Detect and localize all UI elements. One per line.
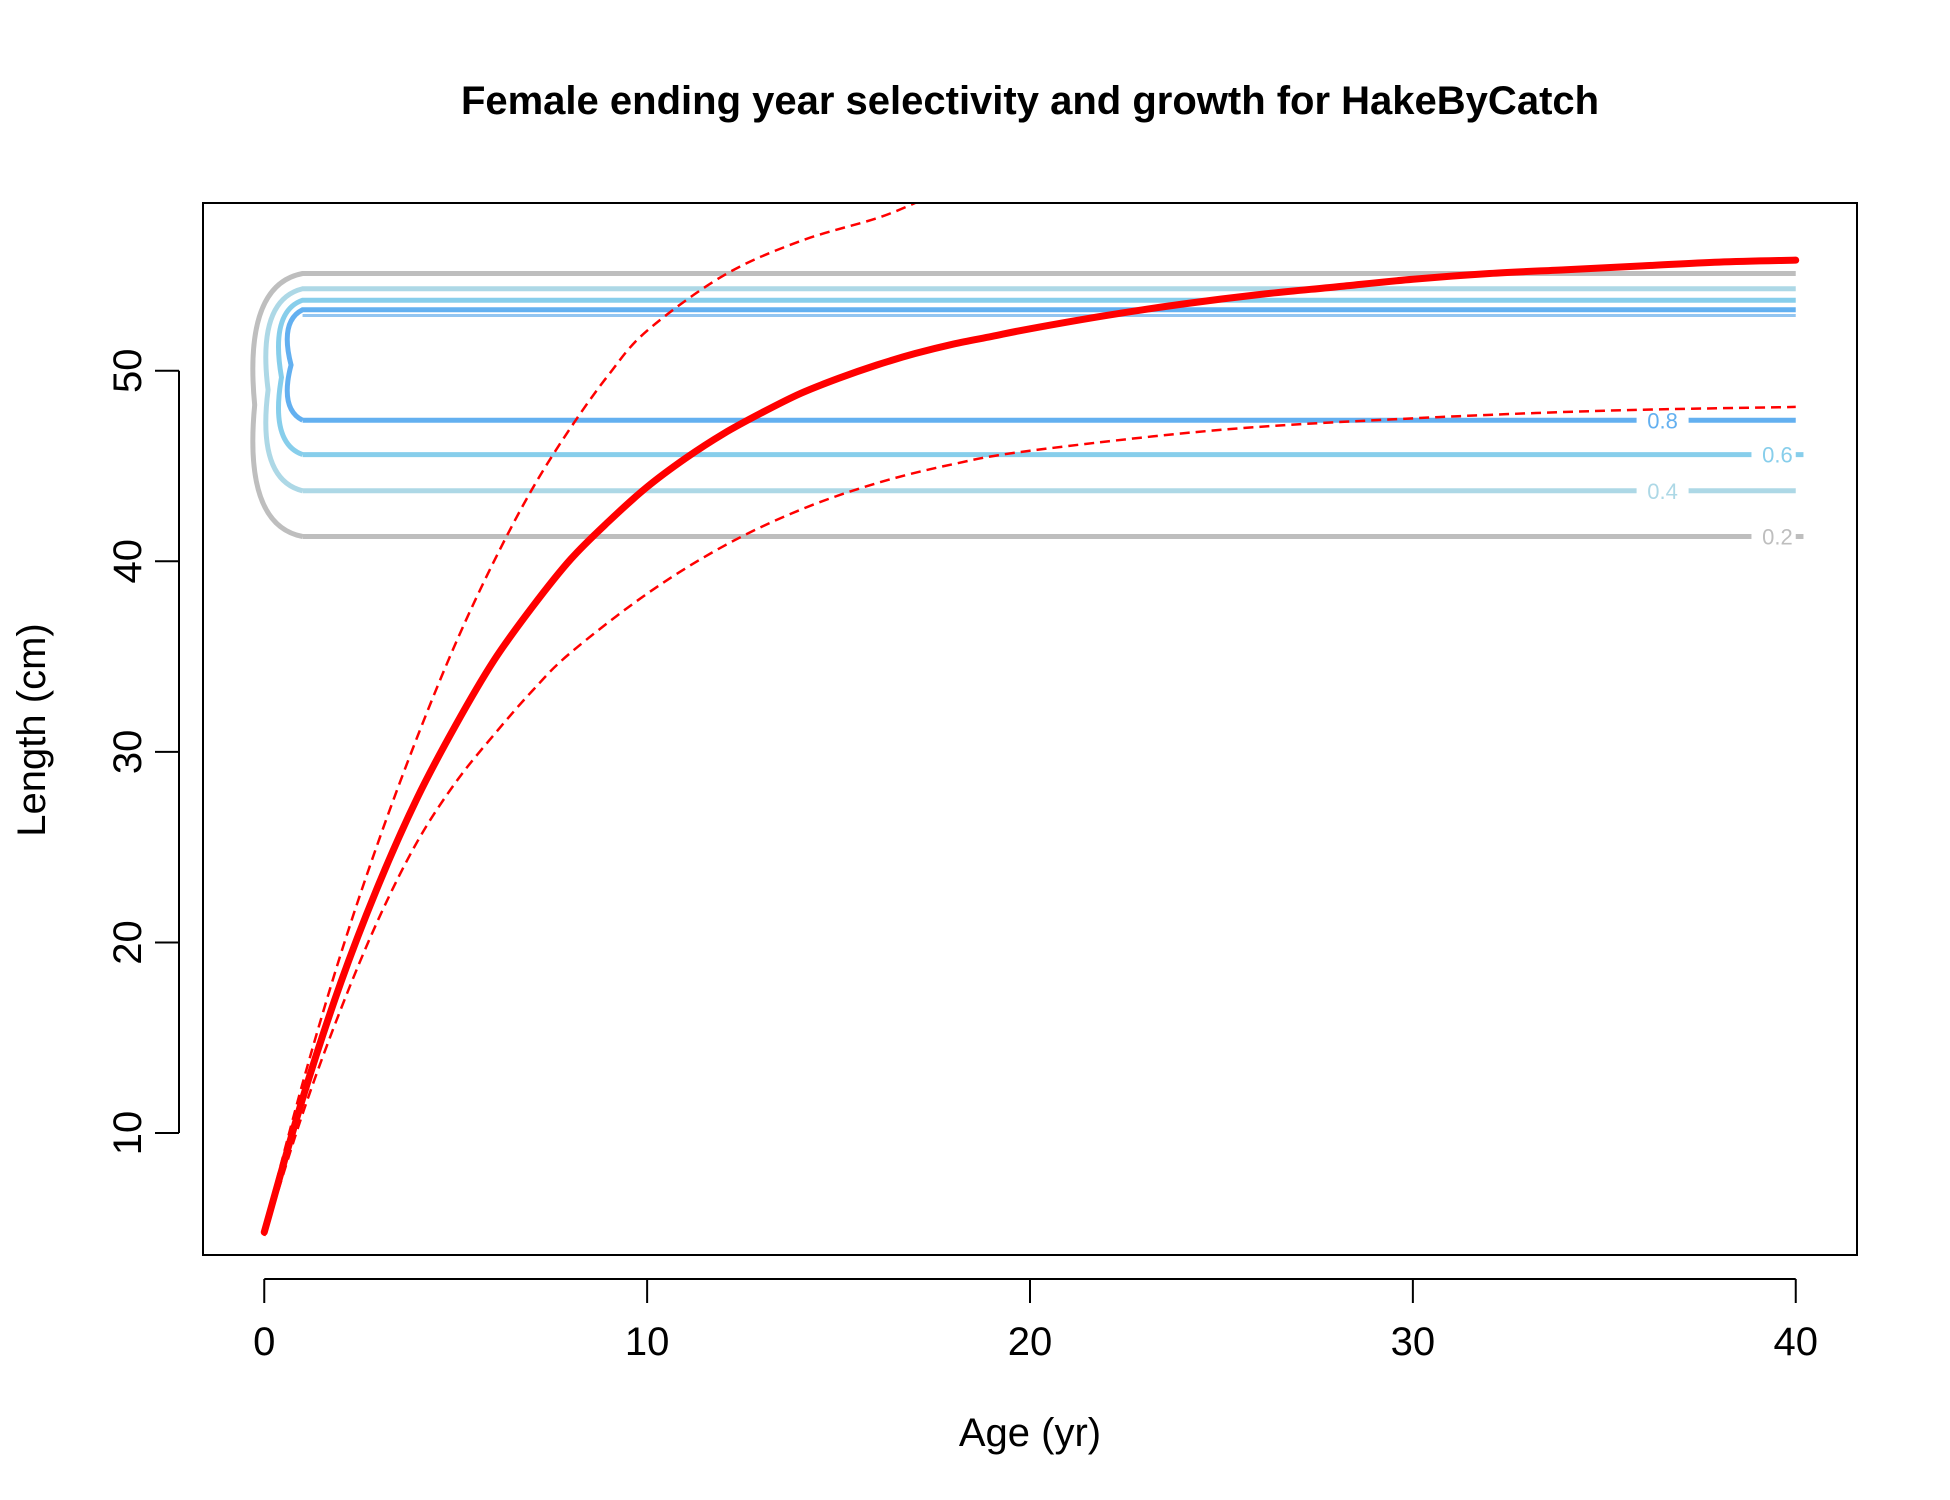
x-tick-label: 20 <box>1008 1320 1053 1364</box>
contour-label: 0.8 <box>1647 408 1678 433</box>
y-tick-label: 10 <box>106 1111 150 1156</box>
x-tick-label: 0 <box>253 1320 275 1364</box>
contour-label: 0.4 <box>1647 479 1678 504</box>
contour-0-4-line <box>263 286 1796 494</box>
y-axis: 10 20 30 40 50 <box>106 348 180 1156</box>
x-tick-label: 10 <box>625 1320 670 1364</box>
y-tick-label: 20 <box>106 920 150 965</box>
plot-frame <box>202 202 1858 1256</box>
x-tick-label: 30 <box>1391 1320 1436 1364</box>
x-tick-label: 40 <box>1773 1320 1818 1364</box>
y-tick-label: 40 <box>106 539 150 584</box>
x-axis: 0 10 20 30 40 <box>253 1278 1818 1364</box>
selectivity-contours: 0.2 0.4 0.6 0.8 <box>250 271 1804 550</box>
growth-curves <box>260 203 1800 1237</box>
contour-0-6-line <box>276 297 1796 457</box>
y-axis-label: Length (cm) <box>10 623 54 836</box>
growth-curve-line <box>260 256 1800 1236</box>
growth-upper-ci-line <box>263 203 916 1229</box>
contour-0-8-line <box>284 307 1796 423</box>
y-tick-label: 30 <box>106 730 150 775</box>
growth-lower-ci-line <box>263 405 1796 1237</box>
contour-label: 0.6 <box>1762 443 1793 468</box>
contour-label: 0.2 <box>1762 525 1793 550</box>
contour-0-2-line <box>250 271 1796 539</box>
y-tick-label: 50 <box>106 348 150 393</box>
chart-title: Female ending year selectivity and growt… <box>461 79 1599 123</box>
x-axis-label: Age (yr) <box>959 1411 1101 1455</box>
